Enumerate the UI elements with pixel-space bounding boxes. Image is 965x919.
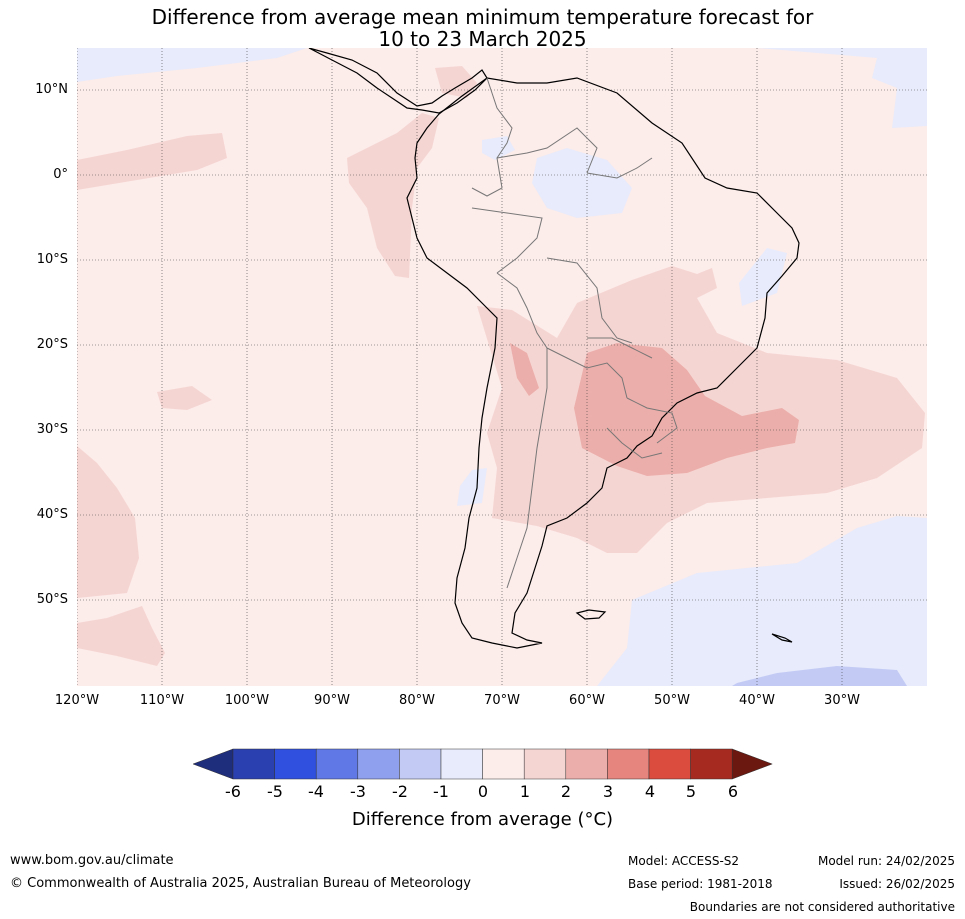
colorbar	[192, 748, 773, 780]
graticule	[77, 48, 927, 686]
colorbar-tick-label: -5	[267, 782, 283, 801]
south-america-coast	[406, 77, 800, 649]
cool-region-brazil-east	[739, 248, 787, 306]
country-borders	[471, 77, 678, 589]
lon-label-110w: 110°W	[139, 693, 185, 708]
forecast-map	[77, 48, 927, 686]
colorbar-cell	[315, 748, 359, 780]
footer-website: www.bom.gov.au/climate	[10, 853, 174, 868]
cool-region-chile	[457, 468, 487, 506]
lat-label-0: 0°	[53, 167, 68, 182]
colorbar-tick-label: -3	[350, 782, 366, 801]
lat-label-20s: 20°S	[36, 337, 68, 352]
cool-region-south-atlantic-deep	[732, 666, 907, 686]
lon-label-30w: 30°W	[824, 693, 860, 708]
cool-region-amazon	[532, 148, 632, 218]
colorbar-tick-label: -1	[433, 782, 449, 801]
colorbar-tick-label: 3	[602, 782, 614, 801]
warm-region-caribbean	[435, 66, 477, 98]
lon-label-80w: 80°W	[399, 693, 435, 708]
map-title-line-2: 10 to 23 March 2025	[378, 27, 587, 51]
colorbar-cell	[357, 748, 400, 780]
footer-model-run: Model run: 24/02/2025	[817, 854, 955, 868]
warm-region-pacific-small	[157, 386, 212, 410]
lon-label-70w: 70°W	[484, 693, 520, 708]
colorbar-cell	[523, 748, 567, 780]
colorbar-tick-label: 2	[560, 782, 572, 801]
colorbar-arrow-high	[731, 748, 773, 780]
colorbar-cell	[690, 748, 733, 780]
colorbar-cell	[648, 748, 691, 780]
lat-label-10s: 10°S	[36, 252, 68, 267]
cool-region-colombia	[482, 136, 515, 160]
colorbar-title: Difference from average (°C)	[351, 809, 614, 830]
warm-region-parana-uruguay	[574, 343, 799, 476]
lon-label-90w: 90°W	[314, 693, 350, 708]
colorbar-cell	[232, 748, 275, 780]
falkland-islands	[575, 609, 607, 620]
colorbar-tick-label: -4	[308, 782, 324, 801]
lon-label-100w: 100°W	[224, 693, 270, 708]
lat-label-30s: 30°S	[36, 422, 68, 437]
colorbar-tick-label: 0	[477, 782, 489, 801]
colorbar-tick-label: 6	[727, 782, 739, 801]
footer-issued: Issued: 26/02/2025	[839, 877, 955, 891]
colorbar-cell	[482, 748, 525, 780]
colorbar-arrow-low	[192, 748, 234, 780]
warm-region-southeast-pacific	[77, 446, 139, 598]
colorbar-cell	[399, 748, 442, 780]
cool-regions	[77, 48, 927, 686]
colorbar-cell	[274, 748, 317, 780]
lon-label-50w: 50°W	[654, 693, 690, 708]
south-georgia	[771, 633, 793, 643]
colorbar-tick-label: 1	[519, 782, 531, 801]
footer-copyright: © Commonwealth of Australia 2025, Austra…	[10, 876, 471, 891]
footer-disclaimer: Boundaries are not considered authoritat…	[689, 900, 955, 914]
coastlines	[308, 48, 800, 649]
warm-regions	[77, 66, 925, 666]
cool-region-south-atlantic	[597, 516, 927, 686]
warm-region-far-southeast-pacific	[77, 606, 165, 666]
colorbar-cell	[565, 748, 608, 780]
colorbar-tick-label: -6	[225, 782, 241, 801]
central-america-coast	[308, 48, 488, 114]
footer-model: Model: ACCESS-S2	[628, 854, 740, 868]
lon-label-40w: 40°W	[739, 693, 775, 708]
colorbar-cell	[607, 748, 650, 780]
warm-region-equatorial-pacific	[77, 133, 227, 190]
lat-label-40s: 40°S	[36, 507, 68, 522]
colorbar-cells	[192, 748, 773, 780]
warm-region-chaco	[510, 343, 539, 396]
colorbar-tick-label: -2	[392, 782, 408, 801]
colorbar-tick-label: 5	[685, 782, 697, 801]
map-title-line-1: Difference from average mean minimum tem…	[151, 5, 814, 29]
cool-region-north-pacific	[77, 48, 307, 82]
footer-base-period: Base period: 1981-2018	[628, 877, 773, 891]
lat-label-50s: 50°S	[36, 592, 68, 607]
colorbar-cell	[440, 748, 483, 780]
lat-label-10n: 10°N	[35, 82, 68, 97]
cool-region-north-atlantic	[757, 48, 927, 128]
colorbar-tick-label: 4	[644, 782, 656, 801]
lon-label-60w: 60°W	[569, 693, 605, 708]
lon-label-120w: 120°W	[54, 693, 100, 708]
